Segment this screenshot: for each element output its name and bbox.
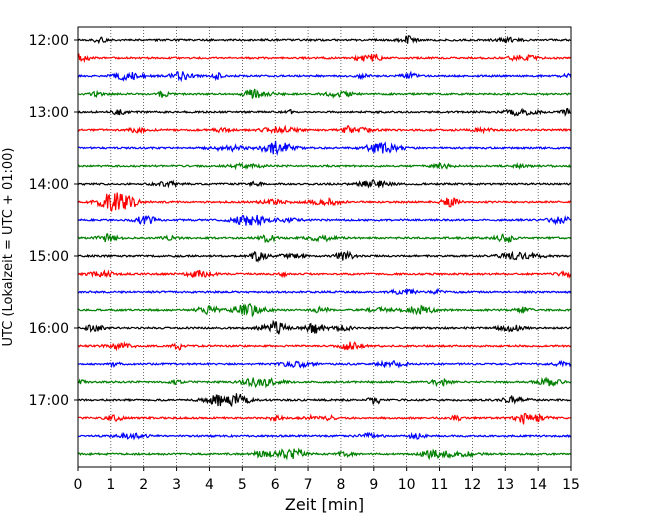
trace-1415 [77,192,572,212]
trace-1230 [77,70,572,83]
plot-frame [77,26,572,468]
y-tick-label: 16:00 [29,321,69,337]
x-tick-label: 3 [172,477,181,493]
trace-1500 [77,249,571,263]
x-tick-label: 4 [205,477,214,493]
x-axis-label: Zeit [min] [285,495,364,514]
trace-1430 [77,214,572,227]
trace-1300 [77,107,571,117]
y-axis-ticks: 12:00 13:00 14:00 15:00 16:00 17:00 [29,33,78,409]
trace-1315 [77,124,572,135]
trace-1630 [77,359,572,369]
x-axis-ticks: 0 1 2 3 4 5 6 7 8 9 10 11 12 13 14 15 [74,467,580,493]
trace-1530 [77,287,572,296]
trace-1245 [77,88,572,99]
trace-1215 [77,53,572,64]
grid-lines [110,27,539,467]
y-tick-label: 17:00 [29,393,69,409]
trace-1715 [77,412,572,425]
y-tick-label: 14:00 [29,177,69,193]
seismic-traces [77,35,572,461]
trace-1645 [77,376,572,389]
x-tick-label: 7 [304,477,313,493]
x-tick-label: 13 [496,477,514,493]
trace-1745 [77,447,572,461]
y-tick-label: 13:00 [29,105,69,121]
x-tick-label: 6 [271,477,280,493]
trace-1400 [77,178,572,189]
x-tick-label: 15 [562,477,580,493]
trace-1545 [77,302,572,318]
trace-1615 [77,340,572,352]
y-tick-label: 12:00 [29,33,69,49]
trace-1515 [77,269,572,279]
x-tick-label: 8 [336,477,345,493]
trace-1600 [77,319,572,335]
x-tick-label: 14 [529,477,547,493]
x-tick-label: 12 [463,477,481,493]
x-tick-label: 5 [238,477,247,493]
trace-1345 [77,161,572,171]
y-axis-label: UTC (Lokalzeit = UTC + 01:00) [1,148,16,347]
trace-1445 [77,233,572,244]
trace-1330 [77,140,572,156]
x-tick-label: 9 [369,477,378,493]
trace-1700 [78,393,571,408]
x-tick-label: 2 [139,477,148,493]
x-tick-label: 11 [431,477,449,493]
trace-1730 [77,431,572,441]
x-tick-label: 0 [74,477,83,493]
y-tick-label: 15:00 [29,249,69,265]
x-tick-label: 10 [398,477,416,493]
x-tick-label: 1 [106,477,115,493]
trace-1200 [77,35,572,45]
